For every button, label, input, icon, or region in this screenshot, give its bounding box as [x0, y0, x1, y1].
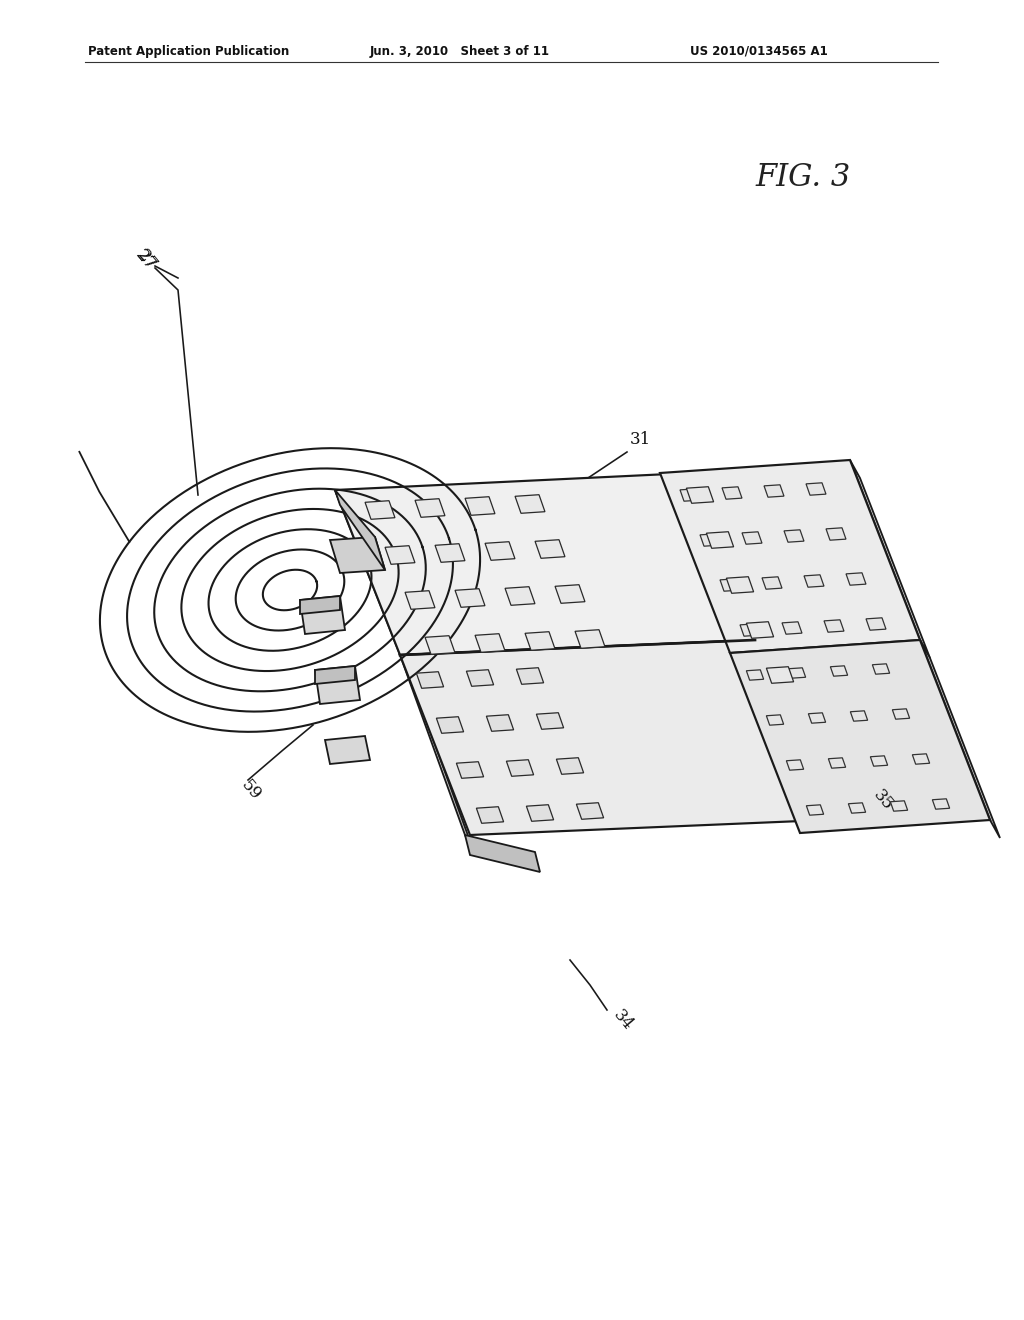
Polygon shape [848, 803, 865, 813]
Text: Jun. 3, 2010   Sheet 3 of 11: Jun. 3, 2010 Sheet 3 of 11 [370, 45, 550, 58]
Text: 59: 59 [238, 776, 264, 804]
Polygon shape [335, 490, 385, 570]
Polygon shape [746, 622, 773, 639]
Polygon shape [828, 758, 846, 768]
Polygon shape [525, 632, 555, 651]
Polygon shape [476, 807, 504, 824]
Text: Patent Application Publication: Patent Application Publication [88, 45, 289, 58]
Polygon shape [537, 713, 563, 729]
Text: 34: 34 [610, 1006, 637, 1034]
Text: 27: 27 [134, 247, 161, 273]
Polygon shape [507, 760, 534, 776]
Text: 27: 27 [132, 247, 159, 273]
Polygon shape [516, 668, 544, 684]
Polygon shape [555, 585, 585, 603]
Polygon shape [415, 499, 445, 517]
Polygon shape [315, 667, 360, 704]
Polygon shape [365, 500, 395, 519]
Polygon shape [707, 532, 733, 548]
Polygon shape [824, 620, 844, 632]
Polygon shape [740, 624, 760, 636]
Polygon shape [806, 483, 826, 495]
Polygon shape [806, 805, 823, 816]
Polygon shape [457, 762, 483, 779]
Polygon shape [722, 487, 742, 499]
Polygon shape [686, 487, 714, 503]
Polygon shape [764, 484, 784, 498]
Polygon shape [465, 836, 540, 873]
Polygon shape [455, 589, 485, 607]
Polygon shape [575, 630, 605, 648]
Polygon shape [804, 574, 824, 587]
Text: 31: 31 [630, 432, 651, 449]
Polygon shape [766, 715, 783, 725]
Polygon shape [784, 529, 804, 543]
Polygon shape [526, 805, 554, 821]
Polygon shape [912, 754, 930, 764]
Polygon shape [680, 488, 700, 502]
Polygon shape [436, 717, 464, 734]
Polygon shape [400, 655, 475, 855]
Polygon shape [850, 710, 867, 721]
Polygon shape [742, 532, 762, 544]
Polygon shape [505, 586, 535, 606]
Polygon shape [920, 640, 1000, 838]
Polygon shape [315, 667, 355, 684]
Polygon shape [762, 577, 782, 589]
Polygon shape [826, 528, 846, 540]
Polygon shape [850, 459, 930, 657]
Polygon shape [335, 490, 410, 675]
Polygon shape [872, 664, 890, 675]
Polygon shape [435, 544, 465, 562]
Polygon shape [425, 636, 455, 655]
Text: US 2010/0134565 A1: US 2010/0134565 A1 [690, 45, 827, 58]
Polygon shape [385, 545, 415, 564]
Text: 35: 35 [870, 787, 897, 813]
Polygon shape [720, 578, 740, 591]
Polygon shape [577, 803, 603, 820]
Polygon shape [466, 669, 494, 686]
Polygon shape [870, 756, 888, 766]
Polygon shape [335, 473, 755, 655]
Polygon shape [830, 665, 848, 676]
Polygon shape [892, 709, 909, 719]
Polygon shape [808, 713, 825, 723]
Polygon shape [782, 622, 802, 634]
Polygon shape [330, 537, 385, 573]
Polygon shape [700, 533, 720, 546]
Polygon shape [417, 672, 443, 688]
Polygon shape [556, 758, 584, 775]
Polygon shape [300, 597, 345, 634]
Polygon shape [766, 667, 794, 684]
Polygon shape [746, 669, 764, 680]
Polygon shape [475, 634, 505, 652]
Polygon shape [486, 714, 514, 731]
Polygon shape [485, 541, 515, 560]
Polygon shape [726, 577, 754, 593]
Polygon shape [515, 495, 545, 513]
Text: FIG. 3: FIG. 3 [755, 162, 850, 193]
Polygon shape [786, 760, 804, 770]
Polygon shape [465, 496, 495, 515]
Polygon shape [325, 737, 370, 764]
Polygon shape [890, 801, 907, 812]
Polygon shape [846, 573, 866, 585]
Polygon shape [536, 540, 565, 558]
Polygon shape [406, 591, 435, 610]
Polygon shape [866, 618, 886, 630]
Polygon shape [933, 799, 949, 809]
Polygon shape [788, 668, 806, 678]
Polygon shape [660, 459, 920, 653]
Polygon shape [300, 597, 340, 614]
Polygon shape [400, 640, 825, 836]
Polygon shape [730, 640, 990, 833]
